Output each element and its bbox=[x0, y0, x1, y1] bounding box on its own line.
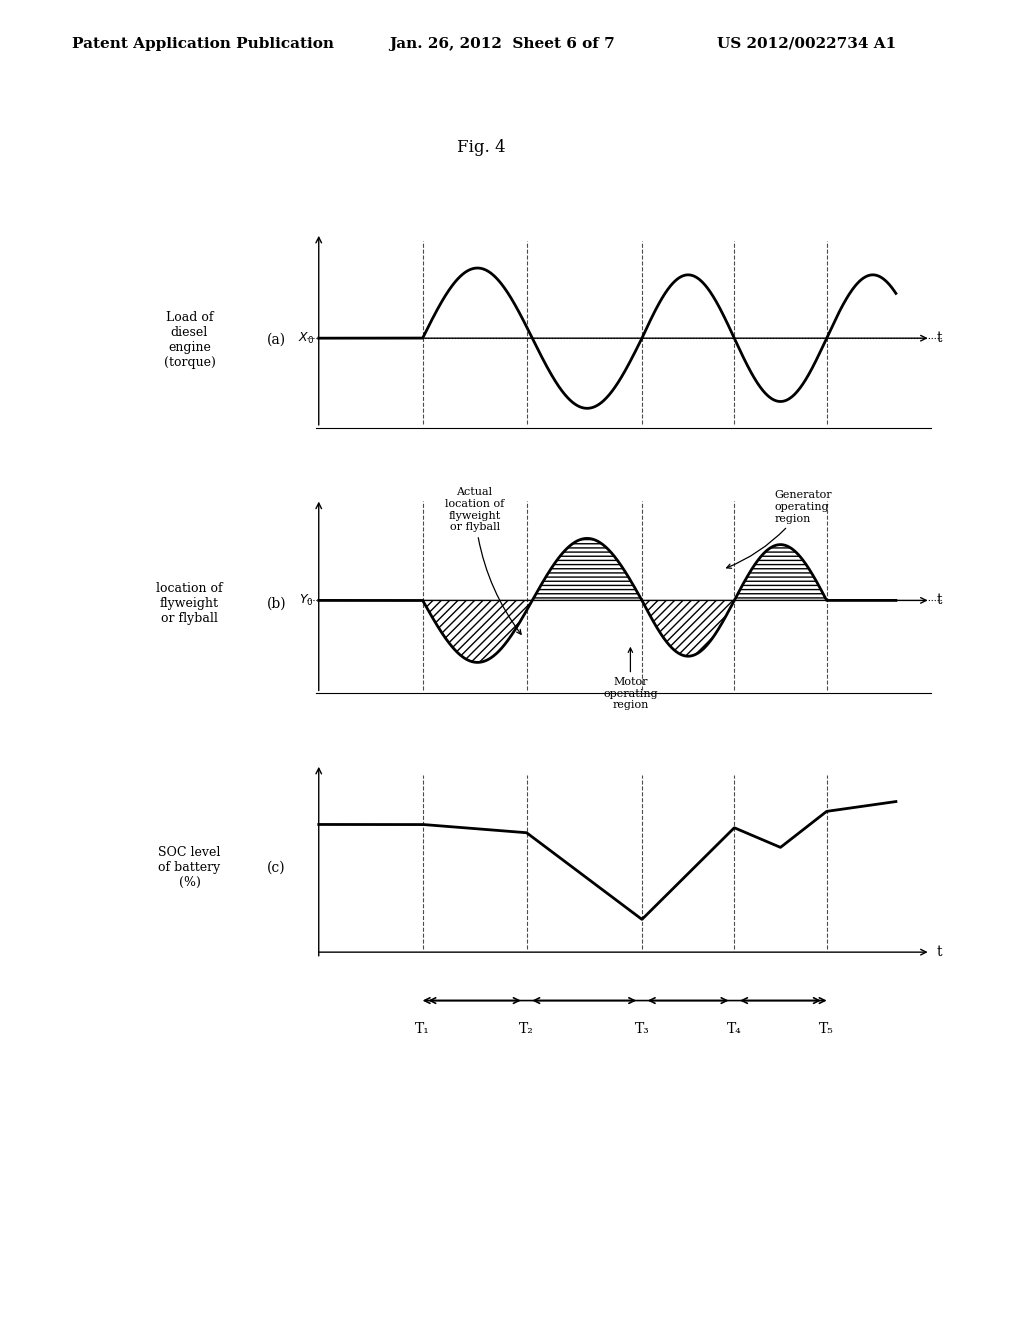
Text: T₄: T₄ bbox=[727, 1023, 741, 1036]
Text: Actual
location of
flyweight
or flyball: Actual location of flyweight or flyball bbox=[445, 487, 521, 635]
Text: (c): (c) bbox=[267, 861, 286, 875]
Text: T₂: T₂ bbox=[519, 1023, 534, 1036]
Text: Generator
operating
region: Generator operating region bbox=[727, 490, 833, 569]
Text: (b): (b) bbox=[266, 597, 287, 611]
Text: US 2012/0022734 A1: US 2012/0022734 A1 bbox=[717, 37, 896, 51]
Text: $Y_0$: $Y_0$ bbox=[299, 593, 314, 609]
Text: t: t bbox=[936, 594, 942, 607]
Text: Patent Application Publication: Patent Application Publication bbox=[72, 37, 334, 51]
Text: $X_0$: $X_0$ bbox=[298, 330, 314, 346]
Text: (a): (a) bbox=[267, 333, 286, 347]
Text: T₃: T₃ bbox=[635, 1023, 649, 1036]
Text: Motor
operating
region: Motor operating region bbox=[603, 648, 657, 710]
Text: t: t bbox=[936, 331, 942, 345]
Text: Fig. 4: Fig. 4 bbox=[457, 139, 506, 156]
Text: Jan. 26, 2012  Sheet 6 of 7: Jan. 26, 2012 Sheet 6 of 7 bbox=[389, 37, 614, 51]
Text: T₁: T₁ bbox=[416, 1023, 430, 1036]
Text: SOC level
of battery
(%): SOC level of battery (%) bbox=[159, 846, 220, 890]
Text: T₅: T₅ bbox=[819, 1023, 834, 1036]
Text: t: t bbox=[936, 945, 942, 960]
Text: location of
flyweight
or flyball: location of flyweight or flyball bbox=[156, 582, 223, 626]
Text: Load of
diesel
engine
(torque): Load of diesel engine (torque) bbox=[164, 312, 215, 368]
